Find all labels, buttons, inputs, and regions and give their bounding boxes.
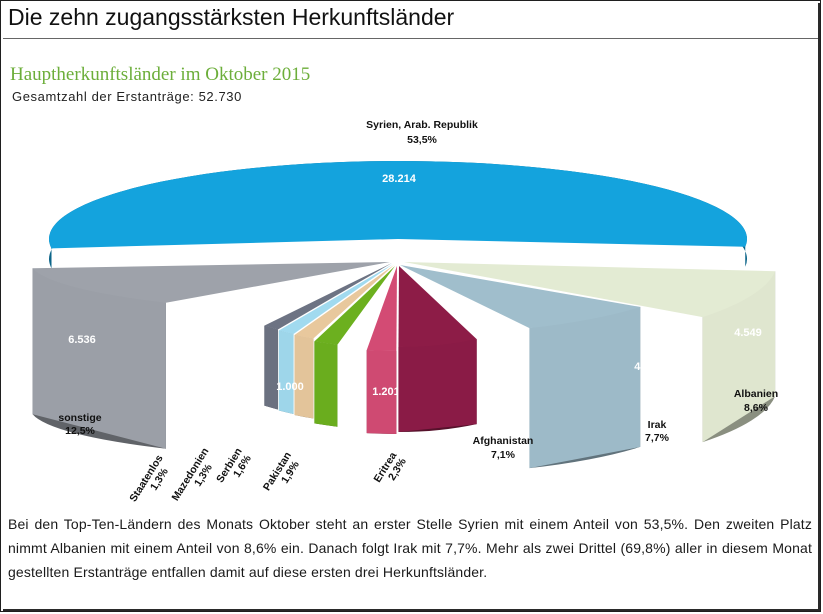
slice-top-sonstige	[32, 262, 390, 303]
value-label-mazedonien: 703	[208, 374, 226, 386]
slice-afghanistan: 3.770 Afghanistan 7,1%	[398, 266, 533, 461]
slice-top-albanien	[404, 262, 776, 318]
slice-face-albanien	[702, 271, 776, 443]
slice-top-serbien	[294, 265, 394, 339]
value-label-staatenlos: 685	[177, 372, 195, 384]
slice-face-irak	[529, 306, 641, 469]
slice-top-eritrea	[366, 266, 397, 351]
percent-label-albanien: 8,6%	[744, 402, 769, 414]
category-label-afghanistan: Afghanistan	[473, 435, 534, 447]
slice-face-serbien	[294, 334, 314, 419]
chart-title: Hauptherkunftsländer im Oktober 2015	[10, 64, 311, 85]
value-label-afghanistan: 3.770	[487, 384, 515, 396]
slice-top-staatenlos	[264, 263, 392, 330]
percent-label-afghanistan: 7,1%	[491, 449, 516, 461]
slice-face-pakistan	[314, 341, 338, 427]
slice-top-afghanistan	[398, 266, 477, 347]
slice-face-mazedonien	[278, 330, 294, 414]
slice-top-irak	[400, 265, 641, 329]
value-label-serbien: 861	[245, 379, 263, 391]
slice-top-pakistan	[314, 266, 395, 345]
value-label-albanien: 4.549	[734, 327, 762, 339]
category-label-albanien: Albanien	[734, 388, 778, 400]
category-label-sonstige: sonstige	[58, 412, 101, 424]
value-label-eritrea: 1.201	[372, 386, 400, 398]
slice-top-mazedonien	[278, 264, 393, 334]
title-divider	[3, 38, 818, 39]
slice-top-syrien-arab-republik	[49, 161, 748, 249]
slice-face-staatenlos	[264, 325, 278, 410]
slice-face-eritrea	[366, 350, 397, 434]
percent-label-sonstige: 12,5%	[65, 425, 95, 437]
slice-face-sonstige	[32, 268, 166, 449]
slice-albanien: 4.549 Albanien 8,6%	[404, 262, 778, 443]
percent-label-syrien-arab-republik: 53,5%	[407, 134, 437, 146]
slice-syrien-arab-republik: 28.214 Syrien, Arab. Republik 53,5%	[48, 119, 748, 269]
value-label-irak: 4.047	[634, 361, 662, 373]
description-text: Bei den Top-Ten-Ländern des Monats Oktob…	[8, 516, 812, 580]
percent-label-irak: 7,7%	[645, 432, 670, 444]
slice-face-afghanistan	[398, 339, 477, 432]
chart-subtitle: Gesamtzahl der Erstanträge: 52.730	[12, 89, 242, 104]
value-label-pakistan: 1.000	[276, 381, 304, 393]
category-label-irak: Irak	[648, 419, 667, 431]
value-label-sonstige: 6.536	[68, 334, 96, 346]
value-label-syrien-arab-republik: 28.214	[382, 173, 417, 185]
page-title: Die zehn zugangsstärksten Herkunftslände…	[8, 4, 455, 30]
category-label-syrien-arab-republik: Syrien, Arab. Republik	[366, 119, 478, 131]
